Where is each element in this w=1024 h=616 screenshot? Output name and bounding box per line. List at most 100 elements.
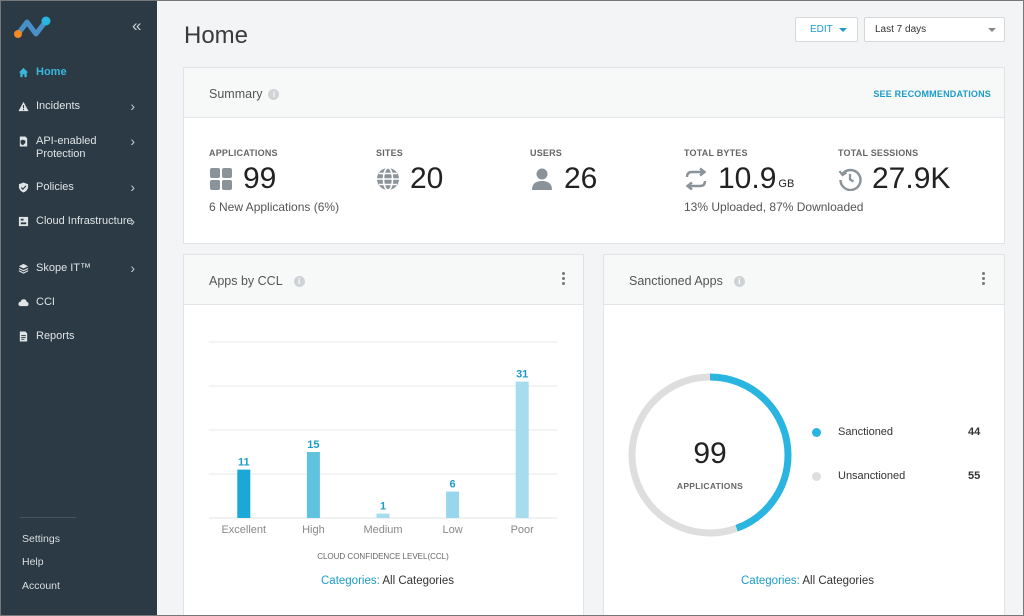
sidebar-item-skope-it[interactable]: Skope IT™ ›	[0, 260, 157, 276]
sanctioned-apps-card: Sanctioned Apps i 99 APPLICATIONS Sanctio…	[603, 254, 1005, 616]
stat-applications[interactable]: APPLICATIONS 99 6 New Applications (6%)	[209, 148, 339, 214]
sidebar-item-label: Home	[36, 66, 67, 78]
stat-label: USERS	[530, 148, 563, 158]
stat-unit: GB	[778, 178, 795, 190]
donut-center-value: 99	[693, 437, 727, 470]
info-icon[interactable]: i	[268, 89, 280, 101]
sanctioned-apps-header: Sanctioned Apps i	[604, 255, 1004, 305]
sanctioned-apps-title-text: Sanctioned Apps	[629, 274, 723, 288]
edit-button-label: EDIT	[810, 24, 833, 35]
legend-dot	[812, 471, 821, 481]
stat-value: 20	[410, 162, 444, 195]
categories-value: All Categories	[382, 575, 454, 587]
sidebar-item-incidents[interactable]: Incidents ›	[0, 98, 157, 114]
chevron-right-icon: ›	[130, 260, 135, 276]
chevron-right-icon: ›	[130, 133, 135, 149]
divider	[20, 517, 76, 518]
stat-subtext: 13% Uploaded, 87% Downloaded	[684, 200, 864, 214]
categories-key: Categories:	[741, 575, 800, 587]
categories-value: All Categories	[802, 575, 874, 587]
bar-low[interactable]	[446, 491, 460, 518]
legend-unsanctioned[interactable]: Unsanctioned	[812, 470, 905, 482]
more-options-icon[interactable]	[562, 272, 566, 287]
sanctioned-categories-filter[interactable]: Categories: All Categories	[741, 575, 874, 587]
apps-by-ccl-title-text: Apps by CCL	[209, 274, 283, 288]
x-tick-label: High	[302, 524, 325, 536]
page-title: Home	[184, 22, 249, 49]
stat-row: 99	[209, 162, 339, 196]
stat-label: SITES	[376, 148, 404, 158]
bar-poor[interactable]	[515, 381, 529, 518]
globe-icon	[377, 167, 399, 191]
x-tick-label: Poor	[511, 524, 535, 536]
sidebar-item-cloud-infrastructure[interactable]: Cloud Infrastructure ›	[0, 213, 157, 229]
x-axis-label: CLOUD CONFIDENCE LEVEL(CCL)	[317, 552, 449, 561]
caret-down-icon	[839, 28, 847, 32]
info-icon[interactable]: i	[293, 276, 305, 288]
bar-high[interactable]	[306, 452, 320, 518]
stat-sites[interactable]: SITES 20	[376, 148, 443, 196]
info-icon[interactable]: i	[733, 276, 745, 288]
apps-by-ccl-title: Apps by CCL i	[209, 274, 305, 288]
stat-row: 20	[376, 162, 443, 196]
stat-total-bytes[interactable]: TOTAL BYTES 10.9 GB 13% Uploaded, 87% Do…	[684, 148, 863, 214]
chevron-right-icon: ›	[130, 213, 135, 229]
apps-by-ccl-card: Apps by CCL i 11 Excellent 15 High 1 Medium 6 Lo…	[183, 254, 584, 616]
donut-center-label: APPLICATIONS	[676, 481, 744, 491]
layers-icon	[18, 263, 29, 274]
edit-button[interactable]: EDIT	[795, 17, 858, 42]
more-options-icon[interactable]	[982, 272, 986, 287]
netskope-logo-icon[interactable]	[14, 14, 54, 40]
bar-excellent[interactable]	[237, 469, 251, 518]
bar-value-label: 31	[516, 369, 528, 381]
bar-value-label: 6	[450, 479, 456, 491]
sidebar-item-home[interactable]: Home	[0, 66, 157, 79]
chevron-right-icon: ›	[130, 179, 135, 195]
stat-total-sessions[interactable]: TOTAL SESSIONS 27.9K	[838, 148, 950, 196]
stat-row: 10.9 GB	[684, 162, 863, 196]
sidebar-item-reports[interactable]: Reports	[0, 330, 157, 343]
bar-value-label: 11	[238, 457, 250, 469]
chevron-right-icon: ›	[130, 98, 135, 114]
donut-slice-unsanctioned[interactable]	[628, 373, 792, 537]
x-tick-label: Excellent	[221, 524, 266, 536]
categories-key: Categories:	[321, 575, 380, 587]
stat-users[interactable]: USERS 26	[530, 148, 597, 196]
stat-label: TOTAL BYTES	[684, 148, 748, 158]
legend-sanctioned[interactable]: Sanctioned	[812, 426, 893, 438]
stat-subtext: 6 New Applications (6%)	[209, 200, 340, 214]
sidebar-item-cci[interactable]: CCI	[0, 296, 157, 309]
legend-value: 55	[968, 470, 981, 482]
sidebar-item-policies[interactable]: Policies ›	[0, 179, 157, 195]
document-shield-icon	[19, 136, 28, 147]
shield-icon	[18, 182, 29, 193]
summary-title: Summary i	[209, 87, 280, 101]
ccl-categories-filter[interactable]: Categories: All Categories	[321, 575, 454, 587]
legend-label: Sanctioned	[838, 426, 894, 438]
date-range-select[interactable]: Last 7 days	[864, 17, 1005, 42]
transfer-icon	[685, 167, 707, 191]
bar-value-label: 1	[380, 501, 386, 513]
see-recommendations-link[interactable]: SEE RECOMMENDATIONS	[873, 89, 991, 99]
summary-card: Summary i SEE RECOMMENDATIONS APPLICATION…	[183, 67, 1005, 244]
sidebar-item-label: Reports	[36, 330, 75, 342]
apps-by-ccl-header: Apps by CCL i	[184, 255, 583, 305]
help-link[interactable]: Help	[22, 556, 44, 568]
cloud-icon	[18, 299, 29, 307]
settings-link[interactable]: Settings	[22, 533, 60, 545]
legend-value: 44	[968, 426, 981, 438]
account-link[interactable]: Account	[22, 580, 60, 592]
legend-dot	[812, 427, 821, 437]
sidebar-item-label: Skope IT™	[36, 262, 92, 274]
sanctioned-donut-chart	[628, 373, 792, 537]
sidebar-item-label: Incidents	[36, 100, 81, 112]
bar-value-label: 15	[307, 439, 319, 451]
stat-row: 26	[530, 162, 597, 196]
summary-title-text: Summary	[209, 87, 263, 101]
history-icon	[838, 168, 862, 191]
stat-label: TOTAL SESSIONS	[838, 148, 919, 158]
collapse-sidebar-button[interactable]: «	[132, 16, 142, 35]
stat-label: APPLICATIONS	[209, 148, 278, 158]
sidebar-item-api-enabled-protection[interactable]: API-enabled Protection ›	[0, 133, 157, 161]
bar-medium[interactable]	[376, 513, 390, 518]
